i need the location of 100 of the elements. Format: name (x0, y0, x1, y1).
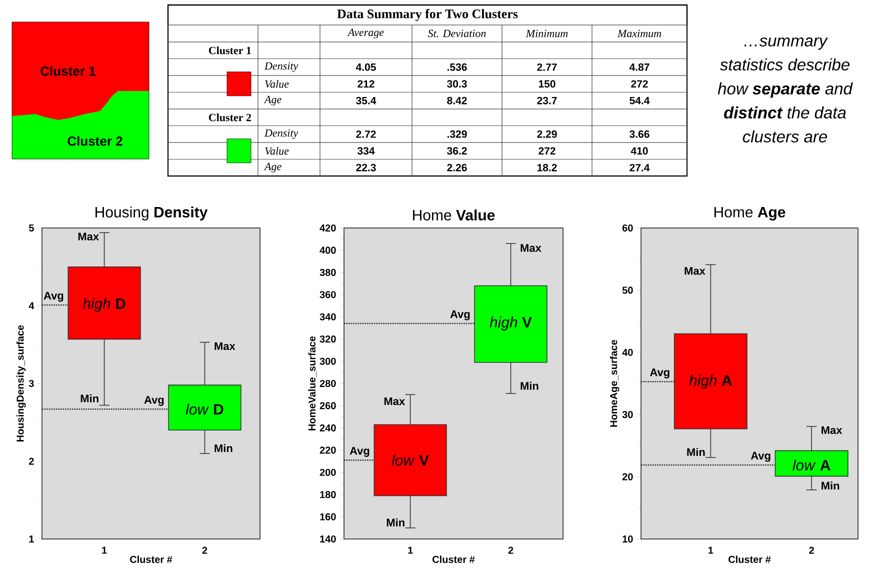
y-axis-title: HousingDensity_surface (16, 325, 26, 442)
y-tick-label: 400 (320, 246, 336, 254)
x-tick-label: 1 (708, 546, 714, 554)
text: 150 (538, 80, 556, 88)
text: 54.4 (630, 96, 650, 104)
y-tick-label: 60 (622, 224, 633, 232)
y-tick-label: 260 (320, 402, 336, 410)
annotation: high D (82, 298, 126, 312)
y-tick-label: 2 (28, 458, 34, 465)
text: .329 (447, 130, 467, 138)
y-tick-label: 180 (320, 491, 336, 498)
text: 30.3 (447, 80, 467, 88)
y-axis-title: HomeAge_surface (610, 340, 620, 427)
chart-title: Housing Density (96, 206, 208, 220)
text: 4.05 (356, 63, 376, 71)
category-label: Density (264, 129, 298, 139)
y-tick-label: 3 (28, 380, 34, 388)
text: .536 (447, 63, 467, 71)
text: 35.4 (356, 96, 376, 104)
annotation: Min (520, 382, 538, 390)
ref-line-label: Avg (350, 447, 370, 457)
annotation: Min (822, 482, 840, 490)
annotation: high V (490, 316, 532, 331)
chart-title: Home Age (714, 206, 786, 220)
text: 2.72 (356, 130, 376, 138)
y-tick-label: 4 (28, 302, 34, 310)
category-label: Cluster 2 (208, 113, 251, 122)
text: 272 (538, 147, 556, 155)
y-tick-label: 140 (320, 535, 336, 543)
annotation: low V (392, 454, 429, 466)
ref-line-label: Avg (650, 368, 670, 378)
annotation: Max (822, 426, 842, 434)
y-tick-label: 30 (622, 411, 633, 418)
text: Cluster 2 (68, 136, 122, 146)
ref-line-label: Avg (450, 310, 470, 320)
y-tick-label: 380 (320, 268, 336, 276)
y-tick-label: 360 (320, 291, 336, 298)
x-axis-title: Cluster # (728, 556, 771, 563)
y-tick-label: 220 (320, 446, 336, 454)
y-tick-label: 280 (320, 380, 336, 388)
text: 2.26 (447, 164, 467, 172)
text: 27.4 (630, 164, 650, 172)
y-tick-label: 320 (320, 336, 336, 343)
y-tick-label: 160 (320, 513, 336, 520)
annotation: Max (214, 342, 236, 350)
text: 3.66 (630, 130, 650, 138)
category-label: Cluster 1 (208, 46, 251, 54)
y-tick-label: 50 (622, 286, 633, 294)
annotation: Min (386, 518, 404, 526)
y-tick-label: 340 (320, 313, 336, 320)
x-tick-label: 2 (508, 546, 514, 554)
y-tick-label: 40 (622, 348, 633, 356)
y-tick-label: 200 (320, 468, 336, 476)
category-label: Maximum (617, 30, 662, 38)
y-axis-title: HomeValue_surface (308, 336, 317, 430)
y-tick-label: 1 (29, 536, 34, 542)
text: 36.2 (447, 147, 467, 155)
annotation: Min (214, 444, 232, 452)
category-label: Value (265, 80, 289, 88)
category-label: Value (265, 146, 289, 155)
category-label: Minimum (526, 30, 568, 38)
text: 8.42 (447, 96, 467, 104)
annotation: Min (687, 448, 705, 456)
text: 18.2 (537, 164, 557, 172)
annotation: Min (80, 394, 98, 402)
x-axis-title: Cluster # (432, 556, 475, 563)
text: 272 (631, 80, 648, 88)
ref-line-label: Avg (750, 452, 770, 462)
category-label: Density (264, 62, 298, 72)
x-axis-title: Cluster # (130, 556, 172, 563)
y-tick-label: 20 (622, 473, 633, 480)
annotation: Max (684, 267, 706, 275)
annotation: low D (186, 404, 224, 415)
y-tick-label: 10 (622, 535, 633, 543)
chart-title: Home Value (413, 209, 495, 220)
y-tick-label: 240 (320, 424, 336, 432)
y-tick-label: 420 (320, 224, 336, 232)
text: 4.87 (629, 63, 650, 71)
annotation: high A (689, 374, 732, 389)
text: Cluster 1 (40, 66, 96, 76)
text: 334 (357, 147, 375, 155)
y-tick-label: 300 (320, 358, 336, 365)
text: 2.77 (537, 63, 557, 71)
text: 22.3 (356, 164, 376, 172)
text: Data Summary for Two Clusters (337, 9, 518, 21)
x-tick-label: 1 (408, 546, 413, 554)
x-tick-label: 2 (809, 546, 814, 554)
x-tick-label: 2 (202, 546, 208, 554)
text: …summary statistics describe how separate and distinct the data clusters are (718, 37, 853, 143)
category-label: St. Deviation (428, 30, 486, 38)
category-label: Age (264, 162, 282, 172)
annotation: Max (384, 397, 406, 406)
x-tick-label: 1 (102, 546, 107, 554)
ref-line-label: Avg (144, 396, 164, 406)
text: 410 (630, 147, 648, 155)
y-tick-label: 5 (28, 224, 34, 232)
text: 2.29 (537, 130, 557, 138)
category-label: Age (264, 96, 282, 106)
annotation: low A (792, 459, 830, 470)
ref-line-label: Avg (44, 292, 64, 302)
